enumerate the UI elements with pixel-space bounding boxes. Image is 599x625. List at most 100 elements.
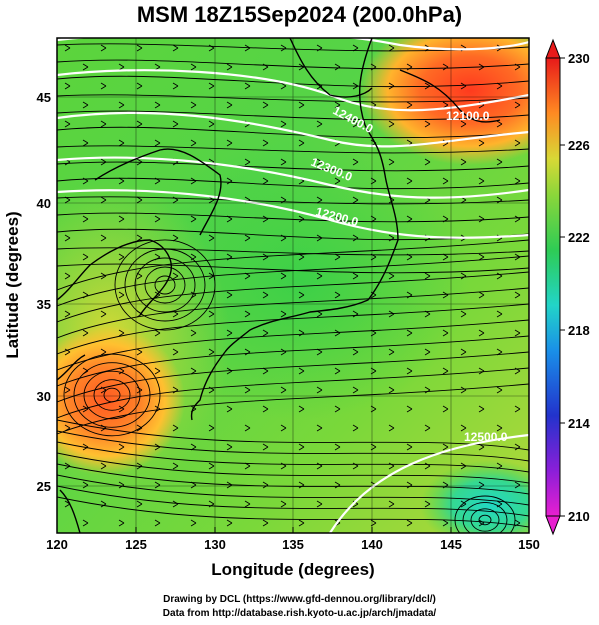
streamline [136,196,143,204]
streamline [136,82,143,90]
streamline [442,253,449,261]
streamline [406,215,413,223]
streamline [262,405,269,413]
streamline [334,291,341,299]
streamline [190,481,197,489]
streamline [136,500,143,508]
streamline [316,386,323,394]
streamline [118,519,125,527]
y-tick-label: 25 [37,479,51,494]
streamline [118,367,125,375]
streamline [298,443,305,451]
streamline [424,386,431,394]
streamline [190,367,197,375]
streamline [82,215,89,223]
y-tick-label: 30 [37,389,51,404]
streamline [352,158,359,166]
streamline [424,424,431,432]
streamline [154,443,161,451]
streamline [208,82,215,90]
streamline [64,120,71,128]
streamline [57,335,529,387]
streamline [57,161,529,172]
lat-lon-grid [57,38,529,533]
credit-drawing: Drawing by DCL (https://www.gfd-dennou.o… [163,594,436,605]
streamline [244,310,251,318]
streamline [388,82,395,90]
streamline [298,101,305,109]
streamline [442,367,449,375]
streamline [424,158,431,166]
streamline [57,452,529,484]
streamline [57,75,529,88]
streamline [208,44,215,52]
streamline [406,329,413,337]
streamline [226,291,233,299]
streamline [64,272,71,280]
streamline [442,291,449,299]
streamline [514,291,521,299]
y-tick-label: 35 [37,297,51,312]
streamline [57,441,529,473]
streamline [514,253,521,261]
streamline [514,215,521,223]
streamline [514,405,521,413]
streamline [100,500,107,508]
streamline [298,367,305,375]
streamline [100,462,107,470]
streamline [64,82,71,90]
x-tick-label: 125 [125,537,147,552]
x-tick-label: 150 [518,537,540,552]
streamline [514,63,521,71]
streamline [298,481,305,489]
map-title: MSM 18Z15Sep2024 (200.0hPa) [136,2,463,27]
streamline [316,234,323,242]
streamline [316,120,323,128]
streamline [478,405,485,413]
streamline [118,177,125,185]
streamline [118,101,125,109]
streamline [64,196,71,204]
streamline [82,405,89,413]
streamline [280,82,287,90]
streamline [316,462,323,470]
streamline [388,120,395,128]
streamline [496,462,503,470]
streamline [514,519,521,527]
streamline [334,329,341,337]
streamline [190,519,197,527]
streamline [172,386,179,394]
streamline [134,257,196,313]
streamline [406,101,413,109]
streamline [262,329,269,337]
streamline [190,291,197,299]
streamline [82,101,89,109]
streamline [208,424,215,432]
streamline [208,196,215,204]
colorbar-tick-label: 226 [568,138,590,153]
streamline [424,462,431,470]
streamline [226,101,233,109]
streamline [478,177,485,185]
streamline [280,310,287,318]
streamline [352,424,359,432]
streamline [334,405,341,413]
streamline [136,272,143,280]
streamline [226,253,233,261]
streamline [154,215,161,223]
streamline [388,234,395,242]
streamline [442,443,449,451]
streamline [100,424,107,432]
credit-data: Data from http://database.rish.kyoto-u.a… [162,608,437,619]
contour-label-12100: 12100.0 [446,109,490,123]
streamline [172,500,179,508]
streamline [136,386,143,394]
x-tick-label: 135 [282,537,304,552]
streamline [172,120,179,128]
streamline [82,443,89,451]
streamline [460,386,467,394]
streamline [118,215,125,223]
streamline [100,82,107,90]
streamline [226,405,233,413]
streamline [514,443,521,451]
